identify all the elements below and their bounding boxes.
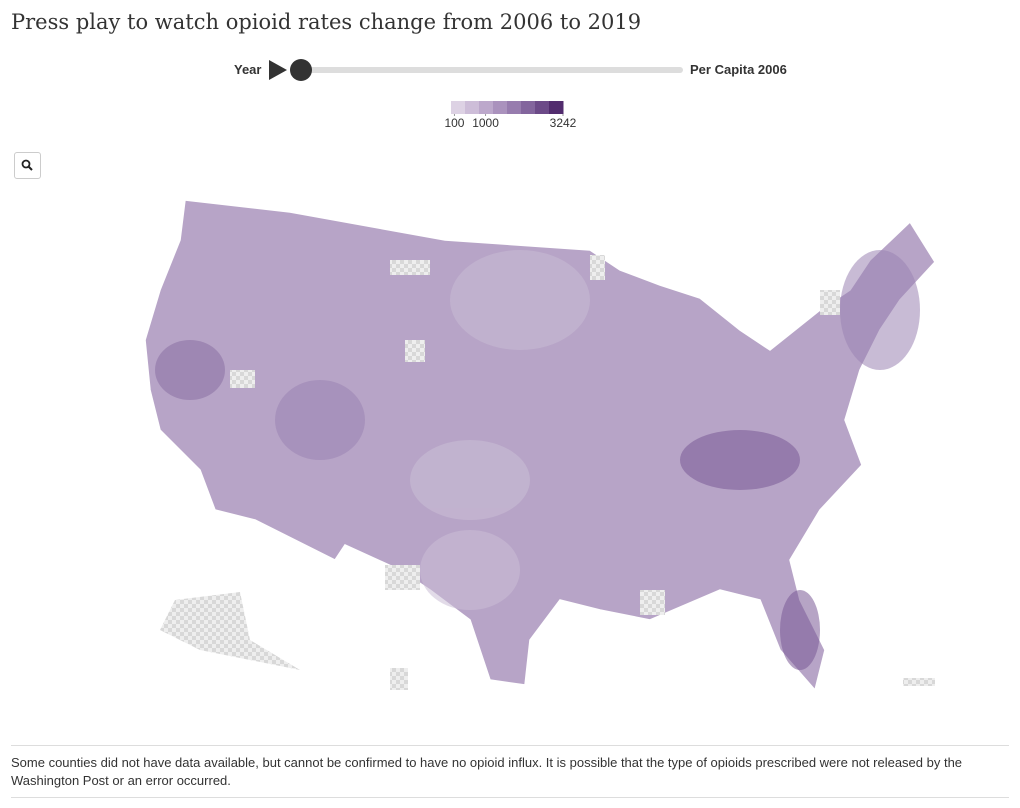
slider-knob[interactable]	[290, 59, 312, 81]
slider-value: Per Capita 2006	[690, 62, 787, 77]
legend: 100 1000 3242	[444, 101, 577, 130]
footnote: Some counties did not have data availabl…	[11, 745, 1009, 798]
search-button[interactable]	[14, 152, 41, 179]
legend-swatch	[451, 101, 466, 114]
shading	[155, 250, 920, 670]
legend-tick-label: 3242	[550, 116, 577, 130]
map	[144, 199, 936, 692]
legend-swatch	[479, 101, 494, 114]
legend-tick-label: 100	[444, 116, 464, 130]
search-icon	[21, 159, 33, 171]
legend-tick-label: 1000	[472, 116, 499, 130]
legend-swatch	[521, 101, 536, 114]
no-data	[160, 255, 935, 690]
us-mainland	[144, 199, 936, 692]
title: Press play to watch opioid rates change …	[11, 10, 642, 34]
slider-label: Year	[234, 62, 262, 77]
slider-track[interactable]	[295, 67, 683, 73]
slider	[269, 59, 683, 81]
legend-swatch	[535, 101, 550, 114]
legend-swatch	[549, 101, 564, 114]
play-button[interactable]	[269, 60, 287, 80]
legend-swatch	[465, 101, 480, 114]
legend-swatch	[493, 101, 508, 114]
legend-swatch	[507, 101, 522, 114]
